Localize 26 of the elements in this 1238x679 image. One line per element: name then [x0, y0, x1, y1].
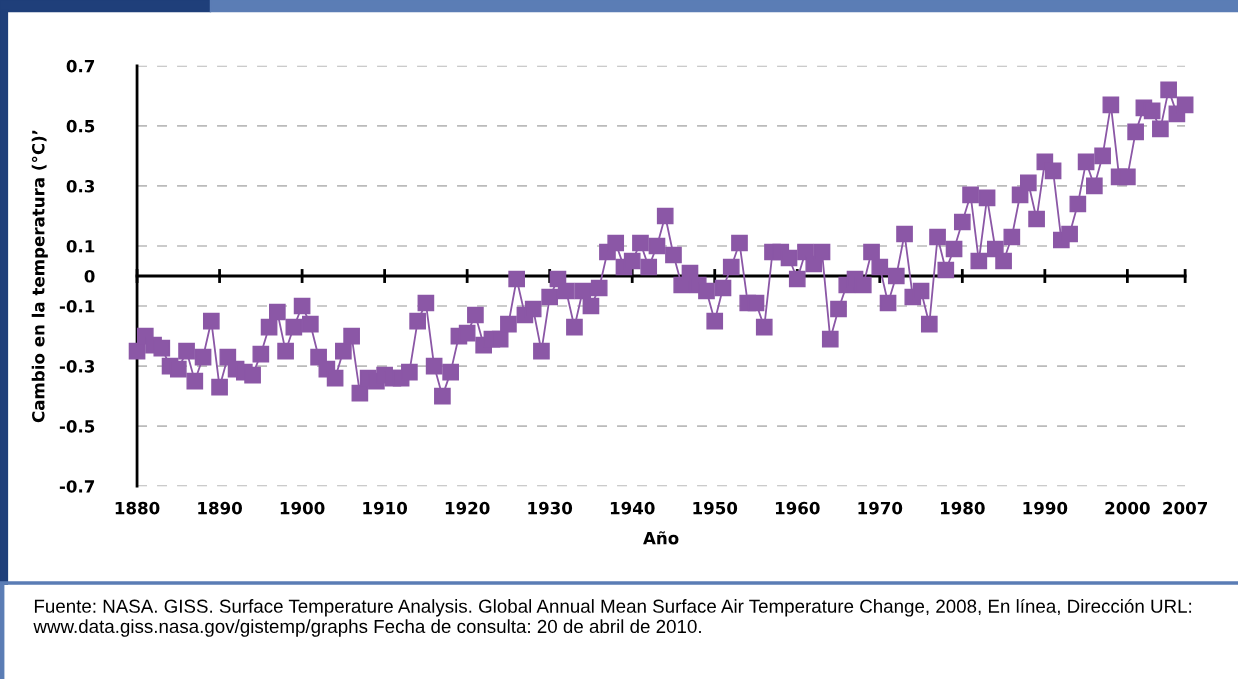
y-tick-label: 0.5	[66, 119, 95, 133]
y-tick-label: -0.5	[59, 420, 95, 433]
x-axis-title: Año	[643, 531, 679, 545]
y-axis-title: Cambio en la temperatura (°C)’	[31, 130, 48, 423]
x-tick-label: 1930	[528, 501, 573, 515]
x-tick-label: 1950	[693, 501, 738, 515]
x-tick-label: 2000	[1105, 501, 1150, 515]
y-tick-label: -0.7	[59, 480, 95, 493]
x-tick-label: 1900	[280, 501, 325, 515]
y-tick-label: 0.7	[66, 59, 95, 73]
y-tick-label: 0.1	[66, 239, 95, 253]
x-tick-label: 1990	[1023, 501, 1068, 515]
source-note: Fuente: NASA. GISS. Surface Temperature Analysis. Global Annual Mean Surface Air Temperature Change, 2008, En línea, Dirección URL: www.data.giss.nasa.gov/gistemp/graphs Fecha de consulta: 20 de abril de 2010.	[33, 598, 1192, 637]
x-tick-label: 1880	[115, 501, 160, 515]
x-tick-label: 1890	[198, 501, 242, 515]
x-tick-label: 1910	[363, 501, 408, 515]
x-tick-label: 1940	[610, 501, 655, 515]
y-tick-label: 0.3	[66, 179, 95, 193]
x-tick-label: 1980	[941, 501, 985, 515]
x-tick-label: 1960	[775, 501, 820, 515]
x-tick-label: 1920	[445, 501, 490, 515]
x-tick-label: 1970	[858, 501, 903, 515]
x-tick-label: 2007	[1163, 501, 1208, 515]
y-tick-label: -0.1	[59, 300, 95, 313]
y-tick-label: -0.3	[59, 360, 95, 373]
y-tick-label: 0	[84, 269, 95, 283]
